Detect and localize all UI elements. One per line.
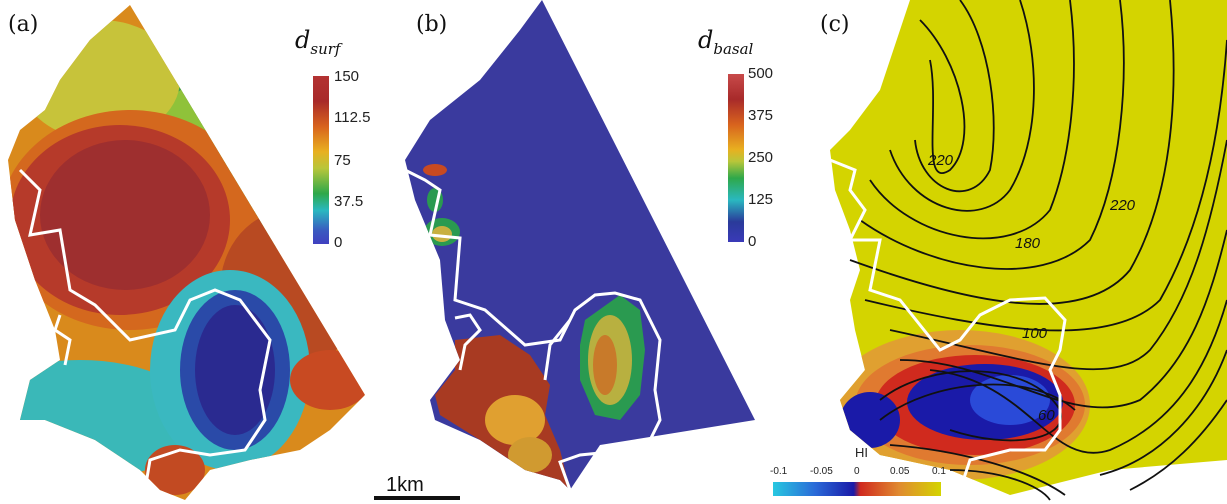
ice-shelf-outline-b: [404, 168, 662, 491]
hydraulic-index-map-c: 220 220 180 100 60: [829, 0, 1227, 501]
colorbar-b-title: dbasal: [698, 26, 754, 58]
colorbar-b-tick: 125: [748, 191, 774, 208]
contour-label: 220: [1109, 197, 1136, 214]
contour-label: 220: [927, 152, 954, 169]
panel-c-label: (c): [820, 12, 850, 37]
surface-map-a: [8, 5, 365, 500]
panel-b-label: (b): [416, 12, 448, 37]
scale-bar-label: 1km: [386, 474, 424, 496]
hi-colorbar-tick: -0.05: [810, 466, 833, 477]
colorbar-b-tick: 0: [748, 233, 757, 250]
panel-b: (b) dbasal 500 375 250 125 0: [400, 0, 810, 504]
ice-shelf-outline-a: [18, 168, 272, 491]
panel-c: 220 220 180 100 60 (c) HI -0.1 -0.05 0 0…: [770, 0, 1227, 504]
contour-label: 100: [1022, 325, 1048, 342]
contour-lines: [849, 0, 1227, 501]
ice-shelf-outline-c: [829, 158, 1067, 491]
panel-a: (a) dsurf 150 112.5 75 37.5 0: [0, 0, 400, 504]
panel-a-label: (a): [8, 12, 39, 37]
colorbar-a-tick: 0: [334, 234, 343, 251]
hi-colorbar-title: HI: [855, 445, 868, 460]
hi-colorbar-tick: 0: [854, 466, 860, 477]
hi-colorbar-tick: 0.1: [932, 466, 946, 477]
colorbar-b: [728, 74, 744, 242]
colorbar-b-tick: 375: [748, 107, 774, 124]
scale-bar: 1km: [374, 472, 460, 502]
contour-label: 180: [1015, 235, 1041, 252]
colorbar-b-tick: 500: [748, 65, 774, 82]
basal-map-b: [404, 0, 755, 491]
colorbar-b-tick: 250: [748, 149, 774, 166]
scale-bar-line: [374, 496, 460, 500]
hi-colorbar-tick: -0.1: [770, 466, 788, 477]
colorbar-a-title: dsurf: [295, 26, 341, 58]
colorbar-a-tick: 112.5: [334, 109, 371, 126]
colorbar-a-tick: 75: [334, 152, 351, 169]
hi-colorbar-tick: 0.05: [890, 466, 910, 477]
colorbar-a-tick: 37.5: [334, 193, 364, 210]
hi-colorbar: [773, 482, 941, 496]
colorbar-a-tick: 150: [334, 68, 360, 85]
contour-label: 60: [1038, 407, 1055, 424]
colorbar-a: [313, 76, 329, 244]
